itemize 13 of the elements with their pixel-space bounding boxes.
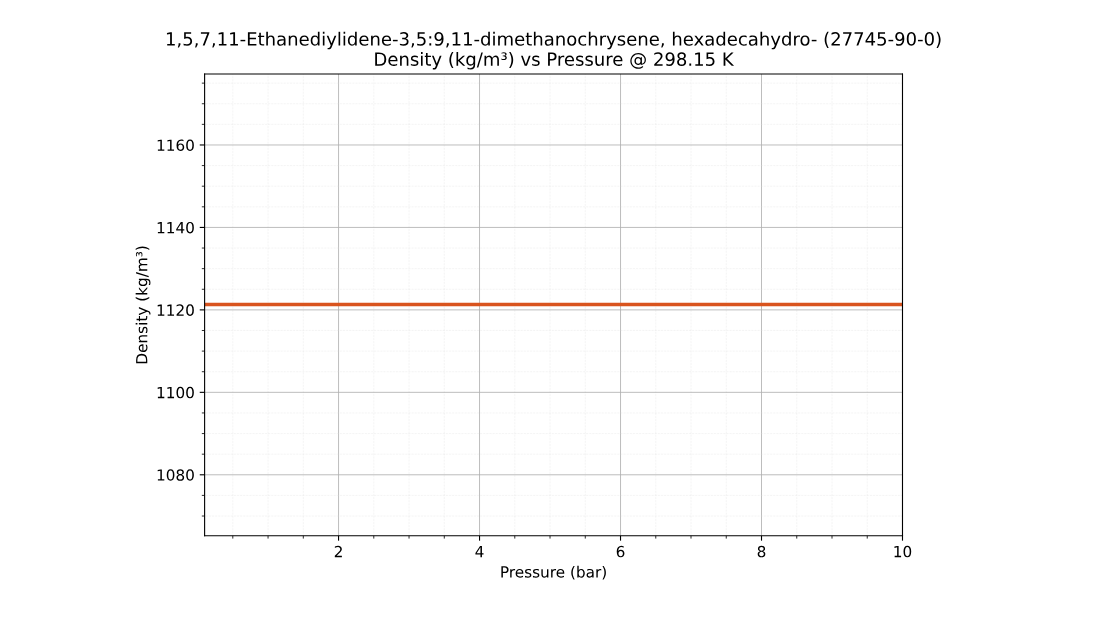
x-tick-label: 10: [894, 545, 912, 558]
y-tick-label: 1100: [157, 386, 194, 399]
y-tick-label: 1120: [157, 304, 194, 316]
y-tick-label: 1160: [157, 139, 194, 151]
y-tick-label: 1140: [157, 221, 194, 234]
x-tick-label: 8: [757, 545, 766, 558]
chart-title: 1,5,7,11-Ethanediylidene-3,5:9,11-dimethanochrysene, hexadecahydro- (27745-90-0) Density (kg/m³) vs Pressure @ 298.15 K: [166, 31, 941, 70]
x-tick-label: 6: [616, 545, 625, 558]
x-tick-label: 2: [334, 545, 342, 558]
x-tick-label: 4: [475, 546, 484, 558]
x-axis-title: Pressure (bar): [501, 565, 606, 580]
y-axis-title: Density (kg/m³): [135, 246, 151, 364]
y-tick-label: 1080: [157, 469, 194, 481]
